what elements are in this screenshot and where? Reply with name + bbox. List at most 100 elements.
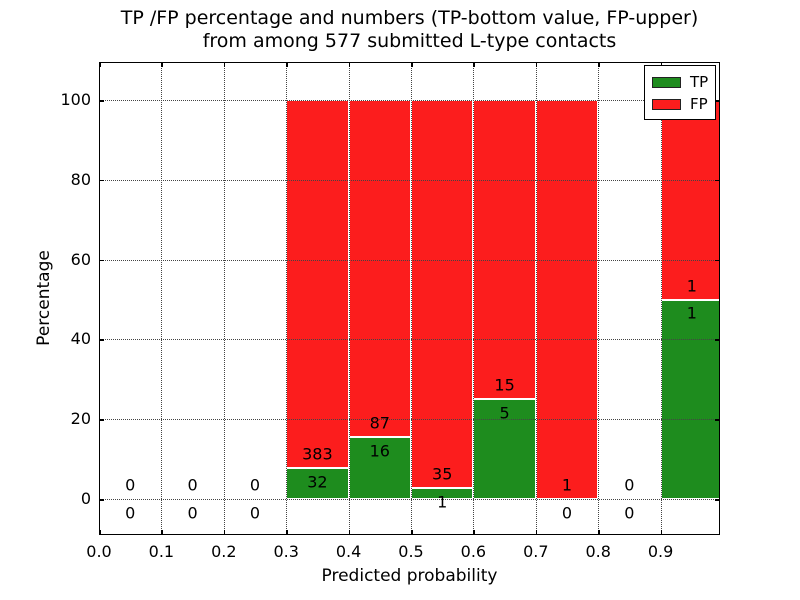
x-tickmark-bottom bbox=[161, 530, 163, 535]
fp-count-label: 1 bbox=[686, 276, 697, 296]
y-tick-label: 0 bbox=[80, 489, 91, 508]
tp-count-label: 0 bbox=[561, 503, 573, 523]
y-tickmark-left bbox=[99, 339, 104, 341]
x-tick-label: 0.0 bbox=[86, 542, 112, 561]
tp-legend-swatch bbox=[652, 76, 681, 88]
x-tickmark-bottom bbox=[223, 530, 226, 535]
x-tick-label: 0.8 bbox=[585, 542, 611, 561]
x-tickmark-bottom bbox=[660, 530, 663, 535]
x-tickmark-top bbox=[286, 62, 288, 67]
tp-count-label: 1 bbox=[437, 492, 448, 512]
x-tick-label: 0.1 bbox=[148, 542, 175, 561]
x-tickmark-bottom bbox=[473, 530, 475, 535]
gridline-vertical bbox=[411, 62, 412, 535]
bar-segment-fp bbox=[535, 100, 599, 499]
legend: TP FP bbox=[644, 65, 716, 120]
y-tickmark-right bbox=[715, 100, 720, 102]
fp-count-label: 1 bbox=[561, 475, 573, 495]
gridline-vertical bbox=[161, 62, 163, 535]
plot-area: 0 0 0 0 0 0 383 32 87 16 35 1 15 5 1 0 0 0 1 1 TP FP bbox=[99, 62, 720, 535]
gridline-vertical bbox=[598, 62, 600, 535]
gridline-horizontal bbox=[99, 259, 720, 261]
gridline-horizontal bbox=[99, 499, 720, 500]
y-axis-label: Percentage bbox=[34, 250, 54, 346]
legend-item-fp: FP bbox=[645, 93, 715, 115]
bar-segment-fp bbox=[411, 100, 474, 488]
x-tick-label: 0.6 bbox=[460, 542, 487, 561]
x-tickmark-top bbox=[660, 62, 663, 67]
fp-count-label: 0 bbox=[249, 475, 261, 495]
chart-title: TP /FP percentage and numbers (TP-bottom… bbox=[99, 7, 720, 53]
gridline-horizontal bbox=[99, 100, 720, 101]
gridline-vertical bbox=[473, 62, 475, 535]
x-tickmark-top bbox=[161, 62, 163, 67]
x-tickmark-top bbox=[348, 62, 351, 67]
gridline-vertical bbox=[223, 62, 225, 535]
y-tick-label: 60 bbox=[70, 249, 91, 269]
y-tickmark-right bbox=[715, 499, 720, 501]
fp-legend-label: FP bbox=[690, 95, 708, 113]
x-tickmark-bottom bbox=[411, 530, 413, 535]
fp-count-label: 87 bbox=[369, 413, 390, 433]
tp-count-label: 0 bbox=[624, 503, 635, 523]
x-tickmark-top bbox=[223, 62, 226, 67]
legend-item-tp: TP bbox=[645, 71, 715, 93]
fp-count-label: 383 bbox=[302, 444, 333, 464]
fp-count-label: 15 bbox=[494, 375, 515, 395]
tp-legend-label: TP bbox=[690, 73, 709, 91]
gridline-horizontal bbox=[99, 419, 720, 421]
x-tick-label: 0.7 bbox=[523, 542, 549, 561]
tp-count-label: 1 bbox=[686, 303, 697, 323]
tp-count-label: 0 bbox=[249, 503, 261, 523]
x-axis-label: Predicted probability bbox=[321, 566, 498, 586]
x-tickmark-top bbox=[99, 62, 101, 67]
gridline-horizontal bbox=[99, 339, 720, 341]
gridline-horizontal bbox=[99, 179, 720, 181]
x-tick-label: 0.5 bbox=[398, 542, 424, 561]
fp-count-label: 0 bbox=[187, 475, 198, 495]
y-tickmark-right bbox=[715, 259, 720, 262]
bar-segment-tp bbox=[286, 468, 349, 499]
x-tickmark-bottom bbox=[99, 530, 101, 535]
tp-count-label: 16 bbox=[369, 441, 390, 461]
y-tickmark-left bbox=[99, 100, 104, 102]
tp-count-label: 0 bbox=[187, 503, 198, 523]
x-tickmark-top bbox=[598, 62, 600, 67]
y-tick-label: 100 bbox=[60, 90, 91, 109]
gridline-vertical bbox=[286, 62, 288, 535]
x-tickmark-bottom bbox=[535, 530, 538, 535]
y-tickmark-right bbox=[715, 419, 720, 421]
x-tick-label: 0.2 bbox=[211, 542, 237, 561]
x-tickmark-top bbox=[473, 62, 475, 67]
x-tickmark-bottom bbox=[598, 530, 600, 535]
x-tickmark-top bbox=[411, 62, 413, 67]
fp-count-label: 0 bbox=[125, 475, 136, 495]
bar-segment-fp bbox=[286, 100, 349, 469]
bar-segment-tp bbox=[660, 299, 720, 499]
x-tickmark-bottom bbox=[348, 530, 351, 535]
bar-segment-fp bbox=[473, 100, 536, 400]
bar-segment-fp bbox=[660, 100, 720, 300]
tp-count-label: 0 bbox=[125, 503, 136, 523]
y-tick-label: 80 bbox=[70, 169, 91, 189]
x-tick-label: 0.4 bbox=[335, 542, 362, 561]
tp-count-label: 5 bbox=[499, 403, 510, 423]
y-tickmark-left bbox=[99, 259, 104, 262]
bar-segment-fp bbox=[348, 100, 411, 438]
x-tickmark-top bbox=[535, 62, 538, 67]
gridline-vertical bbox=[535, 62, 537, 535]
gridline-vertical bbox=[348, 62, 350, 535]
fp-legend-swatch bbox=[652, 98, 681, 110]
fp-count-label: 35 bbox=[432, 464, 453, 484]
y-tickmark-left bbox=[99, 419, 104, 421]
y-tickmark-right bbox=[715, 339, 720, 341]
y-tickmark-left bbox=[99, 499, 104, 501]
tp-count-label: 32 bbox=[307, 472, 328, 492]
y-tick-label: 20 bbox=[70, 409, 91, 429]
y-tickmark-right bbox=[715, 179, 720, 182]
fp-count-label: 0 bbox=[624, 475, 635, 495]
chart-title-line1: TP /FP percentage and numbers (TP-bottom… bbox=[120, 7, 699, 29]
x-tickmark-bottom bbox=[286, 530, 288, 535]
bar-segment-tp bbox=[473, 399, 536, 499]
